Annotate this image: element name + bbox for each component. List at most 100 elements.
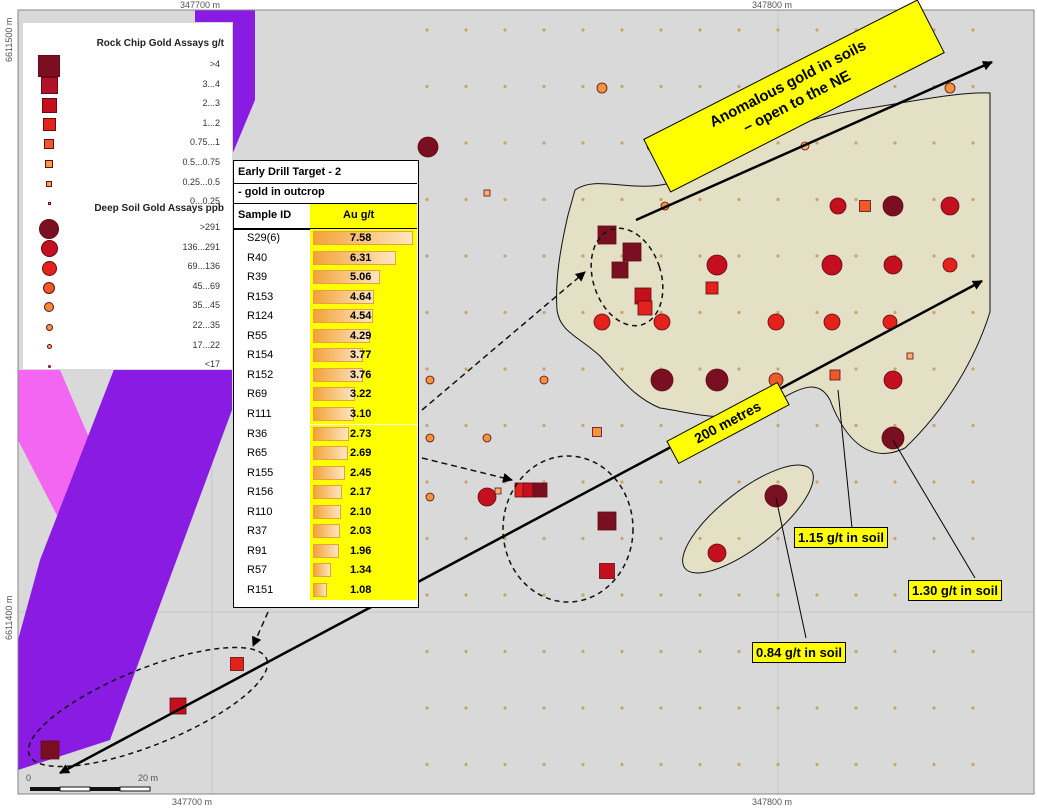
soil-sample-point	[932, 480, 936, 484]
legend-rock-label: 1...2	[202, 117, 220, 128]
coord-bottom-right: 347800 m	[752, 797, 792, 807]
soil-sample-point	[464, 367, 468, 371]
soil-sample-point	[581, 197, 585, 202]
au-cell: 1.34	[310, 561, 417, 581]
rock-chip-marker	[532, 482, 548, 498]
au-value: 4.29	[350, 329, 372, 342]
soil-sample-point	[971, 480, 975, 484]
soil-sample-point	[659, 28, 663, 32]
soil-assay-marker	[482, 433, 492, 443]
au-cell: 2.45	[310, 463, 417, 484]
au-value: 2.17	[350, 486, 372, 499]
soil-sample-point	[581, 254, 585, 258]
sample-id: S29(6)	[247, 232, 281, 244]
au-value: 6.31	[350, 251, 372, 264]
soil-sample-point	[503, 706, 507, 710]
soil-sample-point	[971, 649, 975, 654]
soil-sample-point	[503, 310, 507, 315]
soil-sample-point	[542, 423, 546, 428]
legend-rock-label: 0.25...0.5	[182, 176, 220, 187]
soil-sample-point	[542, 28, 546, 32]
legend-rock-label: >4	[209, 59, 220, 69]
soil-sample-point	[464, 310, 468, 315]
legend-rock-label: 0.5...0.75	[182, 157, 220, 167]
sample-id: R124	[247, 310, 274, 323]
soil-sample-point	[581, 536, 585, 541]
legend-soil-symbol	[46, 344, 52, 350]
soil-sample-point	[464, 84, 468, 89]
soil-sample-point	[620, 593, 624, 597]
soil-assay-marker	[829, 197, 847, 215]
soil-sample-point	[464, 649, 468, 654]
soil-sample-point	[932, 254, 936, 258]
soil-sample-point	[815, 197, 819, 202]
soil-sample-point	[620, 423, 624, 428]
soil-sample-point	[620, 649, 624, 654]
legend-soil-row: 22...35	[23, 318, 232, 336]
legend-soil-label: 69...136	[187, 261, 220, 272]
soil-assay-marker	[593, 313, 611, 331]
soil-sample-point	[971, 706, 975, 710]
assay-table: Early Drill Target - 2 - gold in outcrop…	[233, 160, 419, 608]
soil-sample-point	[464, 480, 468, 484]
soil-sample-point	[425, 28, 429, 32]
soil-sample-point	[581, 649, 585, 654]
soil-sample-point	[464, 593, 468, 597]
soil-sample-point	[854, 649, 858, 654]
soil-sample-point	[854, 593, 858, 597]
soil-sample-point	[971, 141, 975, 145]
soil-sample-point	[698, 649, 702, 654]
au-databar	[313, 485, 342, 500]
soil-sample-point	[854, 762, 858, 767]
table-row: R152 3.76	[234, 365, 417, 386]
rock-chip-marker	[859, 200, 871, 212]
rock-chip-marker	[483, 189, 491, 197]
soil-assay-marker	[705, 368, 729, 392]
soil-sample-point	[932, 649, 936, 654]
soil-sample-point	[581, 141, 585, 145]
soil-sample-point	[776, 762, 780, 767]
soil-sample-point	[464, 254, 468, 258]
legend-rock-row: 1...2	[23, 116, 232, 134]
soil-sample-point	[620, 141, 624, 145]
au-cell: 6.31	[310, 248, 417, 269]
soil-sample-point	[854, 480, 858, 484]
soil-sample-point	[971, 254, 975, 258]
soil-sample-point	[893, 480, 897, 484]
soil-sample-point	[893, 141, 897, 145]
sample-id: R111	[247, 407, 272, 420]
soil-sample-point	[542, 593, 546, 597]
soil-sample-point	[581, 593, 585, 597]
soil-sample-point	[815, 28, 819, 32]
soil-sample-point	[776, 28, 780, 32]
legend-soil-symbol	[39, 219, 59, 239]
soil-sample-point	[425, 649, 429, 654]
soil-sample-point	[815, 141, 819, 145]
au-value: 7.58	[350, 232, 372, 244]
au-value: 2.73	[350, 427, 372, 440]
sample-id: R40	[247, 251, 268, 264]
ne-trend-arrow	[635, 60, 993, 222]
soil-sample-point	[854, 141, 858, 145]
au-cell: 1.96	[310, 541, 417, 562]
rock-chip-marker	[230, 657, 244, 671]
legend-rock-label: 3...4	[202, 78, 220, 89]
soil-sample-point	[425, 84, 429, 89]
soil-assay-marker	[596, 82, 608, 94]
soil-sample-point	[503, 28, 507, 32]
soil-sample-point	[737, 254, 741, 258]
sample-id: R153	[247, 290, 274, 303]
soil-084-callout: 0.84 g/t in soil	[752, 642, 846, 663]
soil-sample-point	[776, 423, 780, 428]
soil-sample-point	[503, 593, 507, 597]
soil-sample-point	[464, 706, 468, 710]
table-row: R111 3.10	[234, 404, 417, 425]
au-databar	[313, 231, 413, 245]
soil-assay-marker	[940, 196, 960, 216]
au-cell: 2.73	[310, 424, 417, 444]
soil-sample-point	[698, 254, 702, 258]
au-databar	[313, 446, 348, 461]
soil-assay-marker	[821, 254, 843, 276]
rock-chip-marker	[611, 261, 629, 279]
soil-sample-point	[581, 480, 585, 484]
